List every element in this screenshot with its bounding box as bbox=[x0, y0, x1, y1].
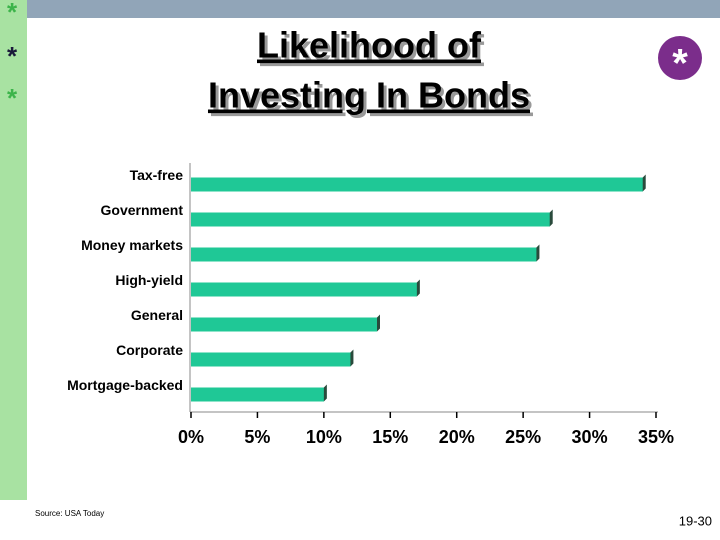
x-tick-label: 30% bbox=[572, 427, 608, 447]
bar-group bbox=[191, 209, 553, 227]
bar-group bbox=[191, 349, 354, 367]
source-note: Source: USA Today bbox=[35, 509, 104, 518]
x-tick-label: 5% bbox=[244, 427, 270, 447]
title-shadow: Likelihood of bbox=[260, 28, 485, 69]
x-tick-label: 25% bbox=[505, 427, 541, 447]
bar bbox=[191, 387, 324, 402]
logo-asterisk: * bbox=[672, 42, 688, 86]
bar-group bbox=[191, 384, 327, 402]
bar bbox=[191, 247, 537, 262]
decor-asterisk: * bbox=[7, 41, 18, 71]
bar-group bbox=[191, 244, 540, 262]
x-tick-label: 20% bbox=[439, 427, 475, 447]
title-shadow: Investing In Bonds bbox=[211, 78, 533, 119]
y-tick-label: High-yield bbox=[115, 272, 183, 288]
x-tick-label: 10% bbox=[306, 427, 342, 447]
y-tick-label: Corporate bbox=[116, 342, 183, 358]
bar-group bbox=[191, 279, 420, 297]
chart-title: Likelihood of bbox=[257, 25, 482, 66]
x-tick-label: 15% bbox=[372, 427, 408, 447]
y-tick-label: Government bbox=[101, 202, 184, 218]
bar bbox=[191, 212, 550, 227]
decor-asterisk: * bbox=[7, 83, 18, 113]
y-tick-label: General bbox=[131, 307, 183, 323]
bar bbox=[191, 352, 351, 367]
top-bar bbox=[27, 0, 720, 18]
y-tick-label: Money markets bbox=[81, 237, 183, 253]
y-tick-label: Tax-free bbox=[130, 167, 184, 183]
bar-group bbox=[191, 174, 646, 192]
x-tick-label: 35% bbox=[638, 427, 674, 447]
side-strip bbox=[0, 0, 27, 500]
bar-group bbox=[191, 314, 380, 332]
bar bbox=[191, 177, 643, 192]
x-tick-label: 0% bbox=[178, 427, 204, 447]
bar bbox=[191, 317, 377, 332]
bar bbox=[191, 282, 417, 297]
logo-circle bbox=[658, 36, 702, 80]
y-tick-label: Mortgage-backed bbox=[67, 377, 183, 393]
decor-asterisk: * bbox=[7, 0, 18, 27]
chart-title: Investing In Bonds bbox=[208, 75, 530, 116]
page-number: 19-30 bbox=[679, 513, 712, 528]
